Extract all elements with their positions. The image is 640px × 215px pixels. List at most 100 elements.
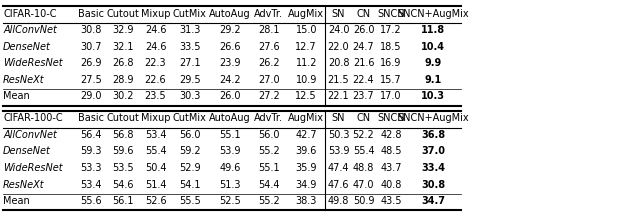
Text: CutMix: CutMix <box>173 9 207 19</box>
Text: AugMix: AugMix <box>288 9 324 19</box>
Text: 56.0: 56.0 <box>258 130 280 140</box>
Text: 54.4: 54.4 <box>258 180 280 190</box>
Text: WideResNet: WideResNet <box>3 58 63 68</box>
Text: 26.9: 26.9 <box>80 58 102 68</box>
Text: 50.4: 50.4 <box>145 163 166 173</box>
Text: 16.9: 16.9 <box>380 58 402 68</box>
Text: Basic: Basic <box>78 9 104 19</box>
Text: Mixup: Mixup <box>141 9 170 19</box>
Text: 35.9: 35.9 <box>296 163 317 173</box>
Text: 27.6: 27.6 <box>258 42 280 52</box>
Text: SNCN: SNCN <box>377 9 405 19</box>
Text: 54.1: 54.1 <box>179 180 200 190</box>
Text: ResNeXt: ResNeXt <box>3 75 45 85</box>
Text: AutoAug: AutoAug <box>209 9 251 19</box>
Text: 52.5: 52.5 <box>219 196 241 206</box>
Text: 10.3: 10.3 <box>421 91 445 101</box>
Text: 17.0: 17.0 <box>380 91 402 101</box>
Text: Mixup: Mixup <box>141 113 170 123</box>
Text: 27.0: 27.0 <box>258 75 280 85</box>
Text: ResNeXt: ResNeXt <box>3 180 45 190</box>
Text: 21.5: 21.5 <box>328 75 349 85</box>
Text: 30.8: 30.8 <box>80 25 102 35</box>
Text: 30.3: 30.3 <box>179 91 200 101</box>
Text: SN: SN <box>332 113 346 123</box>
Text: 53.9: 53.9 <box>328 146 349 157</box>
Text: 23.9: 23.9 <box>219 58 241 68</box>
Text: CIFAR-100-C: CIFAR-100-C <box>3 113 63 123</box>
Text: 52.6: 52.6 <box>145 196 166 206</box>
Text: AllConvNet: AllConvNet <box>3 130 57 140</box>
Text: CIFAR-10-C: CIFAR-10-C <box>3 9 57 19</box>
Text: 24.6: 24.6 <box>145 25 166 35</box>
Text: 48.5: 48.5 <box>380 146 402 157</box>
Text: 55.2: 55.2 <box>258 196 280 206</box>
Text: 51.4: 51.4 <box>145 180 166 190</box>
Text: 34.7: 34.7 <box>421 196 445 206</box>
Text: 40.8: 40.8 <box>380 180 402 190</box>
Text: 30.2: 30.2 <box>112 91 134 101</box>
Text: 56.1: 56.1 <box>112 196 134 206</box>
Text: 33.5: 33.5 <box>179 42 200 52</box>
Text: 50.9: 50.9 <box>353 196 374 206</box>
Text: 26.2: 26.2 <box>258 58 280 68</box>
Text: 29.2: 29.2 <box>219 25 241 35</box>
Text: WideResNet: WideResNet <box>3 163 63 173</box>
Text: SN: SN <box>332 9 346 19</box>
Text: 47.0: 47.0 <box>353 180 374 190</box>
Text: DenseNet: DenseNet <box>3 42 51 52</box>
Text: 29.5: 29.5 <box>179 75 200 85</box>
Text: 10.4: 10.4 <box>421 42 445 52</box>
Text: 34.9: 34.9 <box>296 180 317 190</box>
Text: CutMix: CutMix <box>173 113 207 123</box>
Text: Cutout: Cutout <box>106 113 140 123</box>
Text: 22.6: 22.6 <box>145 75 166 85</box>
Text: 26.0: 26.0 <box>219 91 241 101</box>
Text: 55.2: 55.2 <box>258 146 280 157</box>
Text: 55.5: 55.5 <box>179 196 200 206</box>
Text: 53.5: 53.5 <box>112 163 134 173</box>
Text: DenseNet: DenseNet <box>3 146 51 157</box>
Text: 43.7: 43.7 <box>380 163 402 173</box>
Text: 29.0: 29.0 <box>80 91 102 101</box>
Text: 22.3: 22.3 <box>145 58 166 68</box>
Text: Cutout: Cutout <box>106 9 140 19</box>
Text: 30.7: 30.7 <box>80 42 102 52</box>
Text: 22.4: 22.4 <box>353 75 374 85</box>
Text: 11.2: 11.2 <box>296 58 317 68</box>
Text: 56.8: 56.8 <box>112 130 134 140</box>
Text: AllConvNet: AllConvNet <box>3 25 57 35</box>
Text: 55.1: 55.1 <box>258 163 280 173</box>
Text: SNCN: SNCN <box>377 113 405 123</box>
Text: 52.2: 52.2 <box>353 130 374 140</box>
Text: AdvTr.: AdvTr. <box>254 113 284 123</box>
Text: 52.9: 52.9 <box>179 163 200 173</box>
Text: 42.7: 42.7 <box>296 130 317 140</box>
Text: 22.0: 22.0 <box>328 42 349 52</box>
Text: 48.8: 48.8 <box>353 163 374 173</box>
Text: 49.6: 49.6 <box>219 163 241 173</box>
Text: 9.1: 9.1 <box>425 75 442 85</box>
Text: 23.7: 23.7 <box>353 91 374 101</box>
Text: Mean: Mean <box>3 91 30 101</box>
Text: 36.8: 36.8 <box>421 130 445 140</box>
Text: AdvTr.: AdvTr. <box>254 9 284 19</box>
Text: 26.6: 26.6 <box>219 42 241 52</box>
Text: 33.4: 33.4 <box>421 163 445 173</box>
Text: 31.3: 31.3 <box>179 25 200 35</box>
Text: 32.9: 32.9 <box>112 25 134 35</box>
Text: 23.5: 23.5 <box>145 91 166 101</box>
Text: 11.8: 11.8 <box>421 25 445 35</box>
Text: 53.4: 53.4 <box>145 130 166 140</box>
Text: 38.3: 38.3 <box>296 196 317 206</box>
Text: 37.0: 37.0 <box>421 146 445 157</box>
Text: 12.7: 12.7 <box>296 42 317 52</box>
Text: 59.3: 59.3 <box>80 146 102 157</box>
Text: 54.6: 54.6 <box>112 180 134 190</box>
Text: 39.6: 39.6 <box>296 146 317 157</box>
Text: 26.0: 26.0 <box>353 25 374 35</box>
Text: 56.4: 56.4 <box>80 130 102 140</box>
Text: 24.7: 24.7 <box>353 42 374 52</box>
Text: 27.1: 27.1 <box>179 58 200 68</box>
Text: CN: CN <box>356 9 371 19</box>
